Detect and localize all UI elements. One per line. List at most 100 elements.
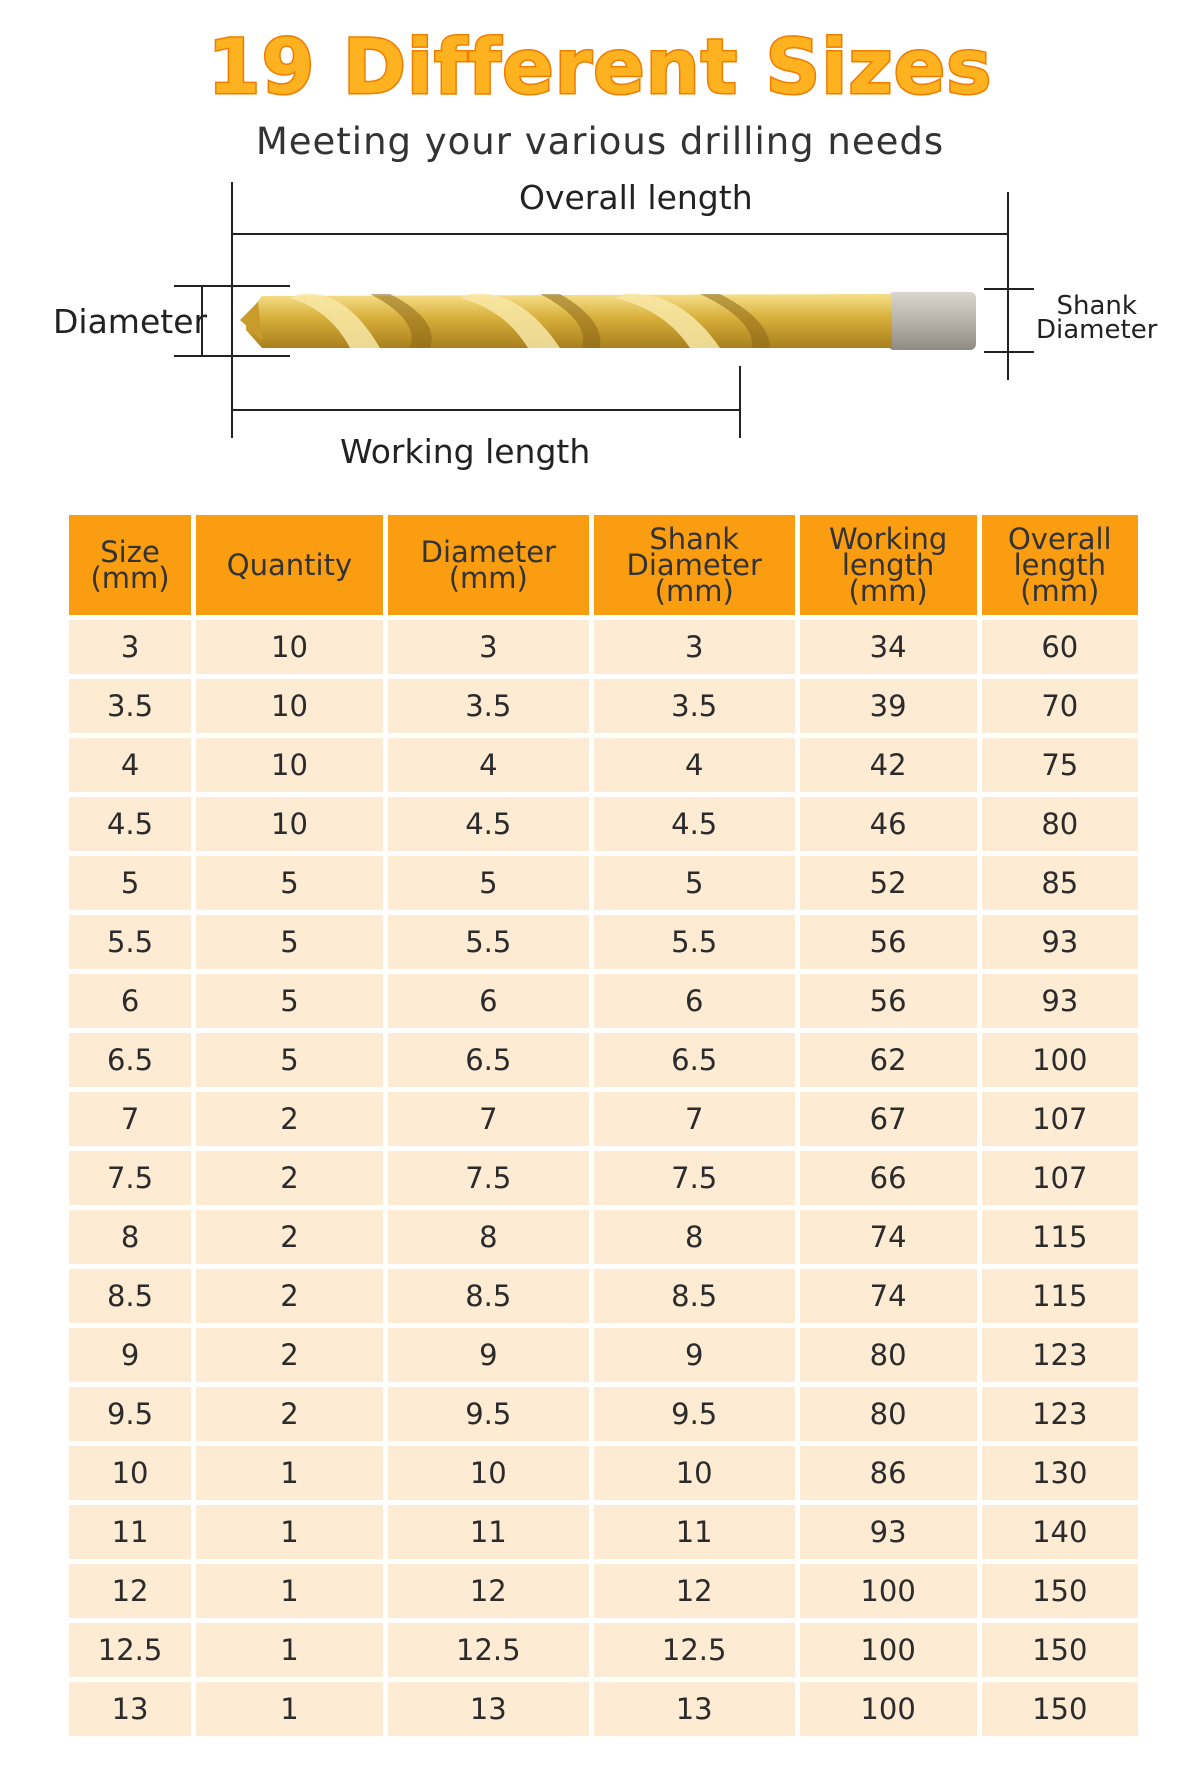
table-row: 10 1 10 10 86 130 bbox=[69, 1446, 1138, 1500]
working-length-cell: 74 bbox=[799, 1210, 977, 1264]
quantity-cell: 2 bbox=[196, 1092, 383, 1146]
size-cell: 7.5 bbox=[69, 1151, 192, 1205]
table-row: 7.5 2 7.5 7.5 66 107 bbox=[69, 1151, 1138, 1205]
table-body: 3 10 3 3 34 60 3.5 10 3.5 3.5 39 70 4 10 4 4 42 75 4.5 10 4.… bbox=[69, 620, 1138, 1736]
shank-diameter-cell: 13 bbox=[593, 1682, 795, 1736]
table-row: 7 2 7 7 67 107 bbox=[69, 1092, 1138, 1146]
size-cell: 6 bbox=[69, 974, 192, 1028]
table-row: 3 10 3 3 34 60 bbox=[69, 620, 1138, 674]
quantity-cell: 2 bbox=[196, 1210, 383, 1264]
table-row: 13 1 13 13 100 150 bbox=[69, 1682, 1138, 1736]
overall-length-cell: 93 bbox=[981, 974, 1138, 1028]
diameter-cell: 6 bbox=[387, 974, 589, 1028]
working-length-cell: 62 bbox=[799, 1033, 977, 1087]
dimension-lines bbox=[174, 182, 1034, 438]
working-length-cell: 100 bbox=[799, 1682, 977, 1736]
working-length-cell: 100 bbox=[799, 1564, 977, 1618]
size-cell: 6.5 bbox=[69, 1033, 192, 1087]
table-row: 6.5 5 6.5 6.5 62 100 bbox=[69, 1033, 1138, 1087]
diameter-cell: 8 bbox=[387, 1210, 589, 1264]
diameter-cell: 11 bbox=[387, 1505, 589, 1559]
overall-length-cell: 100 bbox=[981, 1033, 1138, 1087]
size-cell: 12.5 bbox=[69, 1623, 192, 1677]
working-length-cell: 67 bbox=[799, 1092, 977, 1146]
overall-length-cell: 107 bbox=[981, 1151, 1138, 1205]
size-cell: 7 bbox=[69, 1092, 192, 1146]
size-table: Size (mm) Quantity Diameter (mm) Shank Diam… bbox=[69, 510, 1138, 1741]
working-length-cell: 93 bbox=[799, 1505, 977, 1559]
table-row: 8 2 8 8 74 115 bbox=[69, 1210, 1138, 1264]
quantity-cell: 1 bbox=[196, 1623, 383, 1677]
shank-label-line2: Diameter bbox=[1036, 315, 1158, 345]
size-cell: 3.5 bbox=[69, 679, 192, 733]
shank-label-line1: Shank bbox=[1056, 291, 1137, 321]
quantity-cell: 10 bbox=[196, 797, 383, 851]
overall-length-cell: 115 bbox=[981, 1210, 1138, 1264]
table-row: 5.5 5 5.5 5.5 56 93 bbox=[69, 915, 1138, 969]
size-cell: 9.5 bbox=[69, 1387, 192, 1441]
size-cell: 11 bbox=[69, 1505, 192, 1559]
size-cell: 8.5 bbox=[69, 1269, 192, 1323]
working-length-cell: 39 bbox=[799, 679, 977, 733]
overall-length-cell: 70 bbox=[981, 679, 1138, 733]
diameter-cell: 12 bbox=[387, 1564, 589, 1618]
diameter-cell: 8.5 bbox=[387, 1269, 589, 1323]
header-size: Size (mm) bbox=[69, 515, 192, 615]
header-shank-diameter: Shank Diameter (mm) bbox=[593, 515, 795, 615]
overall-length-cell: 107 bbox=[981, 1092, 1138, 1146]
size-table-grid: Size (mm) Quantity Diameter (mm) Shank Diam… bbox=[64, 510, 1143, 1741]
diameter-cell: 9 bbox=[387, 1328, 589, 1382]
size-cell: 4.5 bbox=[69, 797, 192, 851]
table-row: 9.5 2 9.5 9.5 80 123 bbox=[69, 1387, 1138, 1441]
quantity-cell: 2 bbox=[196, 1328, 383, 1382]
shank-diameter-cell: 12 bbox=[593, 1564, 795, 1618]
working-length-cell: 74 bbox=[799, 1269, 977, 1323]
quantity-cell: 2 bbox=[196, 1151, 383, 1205]
working-length-cell: 86 bbox=[799, 1446, 977, 1500]
flute-highlights bbox=[290, 293, 720, 348]
overall-length-cell: 123 bbox=[981, 1387, 1138, 1441]
table-row: 8.5 2 8.5 8.5 74 115 bbox=[69, 1269, 1138, 1323]
size-cell: 5.5 bbox=[69, 915, 192, 969]
shank-diameter-cell: 12.5 bbox=[593, 1623, 795, 1677]
overall-length-cell: 150 bbox=[981, 1564, 1138, 1618]
size-cell: 5 bbox=[69, 856, 192, 910]
shank-diameter-cell: 4 bbox=[593, 738, 795, 792]
quantity-cell: 10 bbox=[196, 620, 383, 674]
shank-diameter-cell: 7.5 bbox=[593, 1151, 795, 1205]
table-row: 6 5 6 6 56 93 bbox=[69, 974, 1138, 1028]
working-length-cell: 56 bbox=[799, 974, 977, 1028]
working-length-cell: 42 bbox=[799, 738, 977, 792]
diameter-cell: 4 bbox=[387, 738, 589, 792]
header-overall-length: Overall length (mm) bbox=[981, 515, 1138, 615]
diameter-label: Diameter bbox=[53, 302, 208, 341]
diameter-cell: 9.5 bbox=[387, 1387, 589, 1441]
overall-length-cell: 123 bbox=[981, 1328, 1138, 1382]
size-cell: 4 bbox=[69, 738, 192, 792]
table-row: 9 2 9 9 80 123 bbox=[69, 1328, 1138, 1382]
drill-bit-drawing bbox=[174, 182, 1034, 438]
shank-diameter-cell: 8.5 bbox=[593, 1269, 795, 1323]
shank-diameter-cell: 11 bbox=[593, 1505, 795, 1559]
shank-diameter-cell: 5.5 bbox=[593, 915, 795, 969]
diameter-cell: 12.5 bbox=[387, 1623, 589, 1677]
quantity-cell: 5 bbox=[196, 856, 383, 910]
working-length-label: Working length bbox=[340, 432, 591, 471]
overall-length-cell: 80 bbox=[981, 797, 1138, 851]
table-row: 11 1 11 11 93 140 bbox=[69, 1505, 1138, 1559]
size-cell: 3 bbox=[69, 620, 192, 674]
flute-shadows bbox=[370, 294, 770, 348]
drill-bit-diagram: Overall length Working length Diameter S… bbox=[0, 170, 1200, 480]
shank-diameter-cell: 6.5 bbox=[593, 1033, 795, 1087]
quantity-cell: 5 bbox=[196, 915, 383, 969]
overall-length-cell: 130 bbox=[981, 1446, 1138, 1500]
overall-length-label: Overall length bbox=[519, 178, 753, 217]
diameter-cell: 6.5 bbox=[387, 1033, 589, 1087]
shank-diameter-cell: 6 bbox=[593, 974, 795, 1028]
diameter-cell: 5 bbox=[387, 856, 589, 910]
working-length-cell: 56 bbox=[799, 915, 977, 969]
shank-diameter-cell: 10 bbox=[593, 1446, 795, 1500]
table-row: 3.5 10 3.5 3.5 39 70 bbox=[69, 679, 1138, 733]
working-length-cell: 100 bbox=[799, 1623, 977, 1677]
size-cell: 9 bbox=[69, 1328, 192, 1382]
